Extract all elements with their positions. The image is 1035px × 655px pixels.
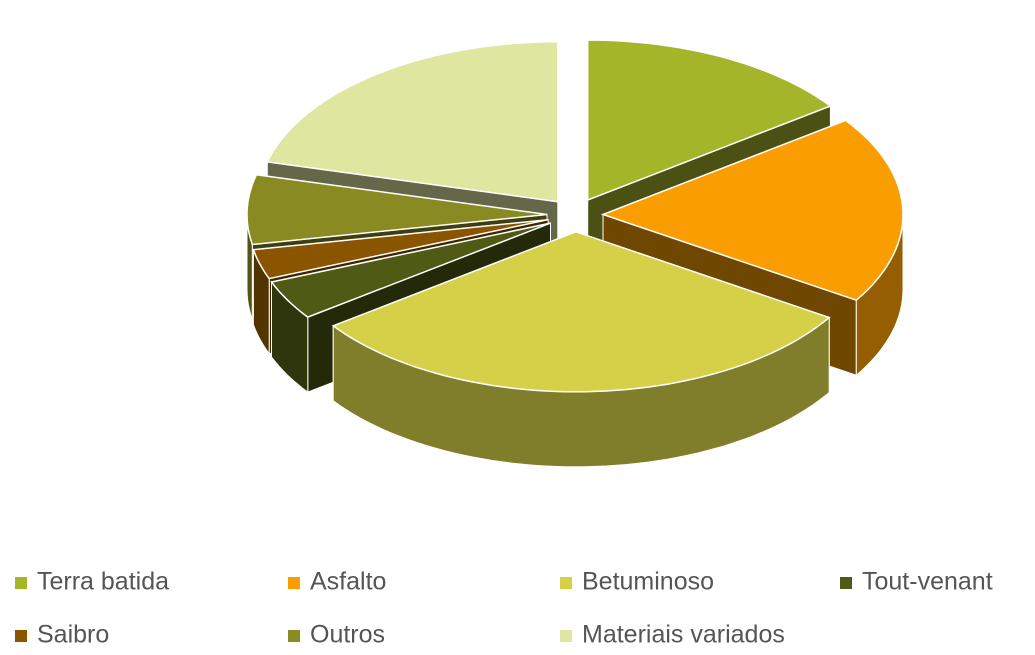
legend-swatch [560,577,572,589]
legend-swatch [15,630,27,642]
legend-swatch [288,577,300,589]
legend-label: Saibro [37,621,109,649]
legend-swatch [840,577,852,589]
legend-swatch [15,577,27,589]
legend-label: Tout-venant [862,568,993,596]
slice [331,231,831,393]
slice [270,222,551,318]
slice [586,39,832,202]
legend-swatch [288,630,300,642]
slice [246,173,548,246]
slice [600,119,904,302]
legend-label: Outros [310,621,385,649]
slice [266,40,559,203]
legend-label: Materiais variados [582,621,785,649]
legend-swatch [560,630,572,642]
slice [252,218,549,280]
legend-label: Terra batida [37,568,169,596]
legend-label: Asfalto [310,568,386,596]
legend-label: Betuminoso [582,568,714,596]
